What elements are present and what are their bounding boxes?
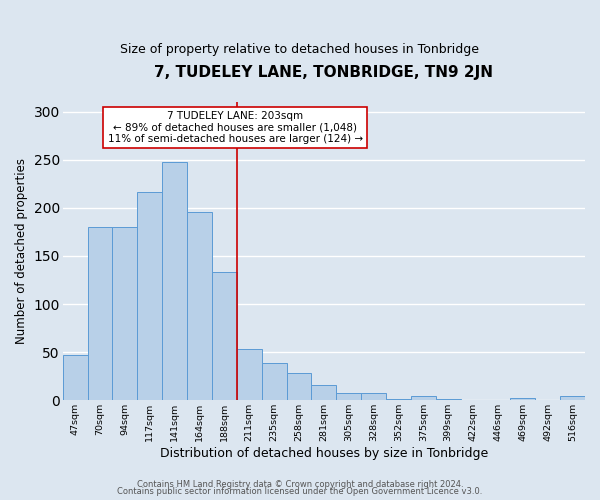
Bar <box>137 192 162 400</box>
Bar <box>112 227 137 400</box>
Text: Size of property relative to detached houses in Tonbridge: Size of property relative to detached ho… <box>121 42 479 56</box>
Bar <box>287 374 311 400</box>
Bar <box>212 272 237 400</box>
Text: Contains HM Land Registry data © Crown copyright and database right 2024.: Contains HM Land Registry data © Crown c… <box>137 480 463 489</box>
Bar <box>411 396 436 400</box>
Title: 7, TUDELEY LANE, TONBRIDGE, TN9 2JN: 7, TUDELEY LANE, TONBRIDGE, TN9 2JN <box>154 65 493 80</box>
Bar <box>187 212 212 400</box>
Bar <box>311 385 336 400</box>
Bar <box>262 363 287 401</box>
Text: Contains public sector information licensed under the Open Government Licence v3: Contains public sector information licen… <box>118 487 482 496</box>
X-axis label: Distribution of detached houses by size in Tonbridge: Distribution of detached houses by size … <box>160 447 488 460</box>
Text: 7 TUDELEY LANE: 203sqm
← 89% of detached houses are smaller (1,048)
11% of semi-: 7 TUDELEY LANE: 203sqm ← 89% of detached… <box>107 111 362 144</box>
Bar <box>237 350 262 401</box>
Bar <box>560 396 585 400</box>
Bar <box>88 227 112 400</box>
Bar <box>162 162 187 400</box>
Bar <box>336 392 361 400</box>
Bar <box>63 355 88 401</box>
Bar <box>511 398 535 400</box>
Bar <box>361 392 386 400</box>
Y-axis label: Number of detached properties: Number of detached properties <box>15 158 28 344</box>
